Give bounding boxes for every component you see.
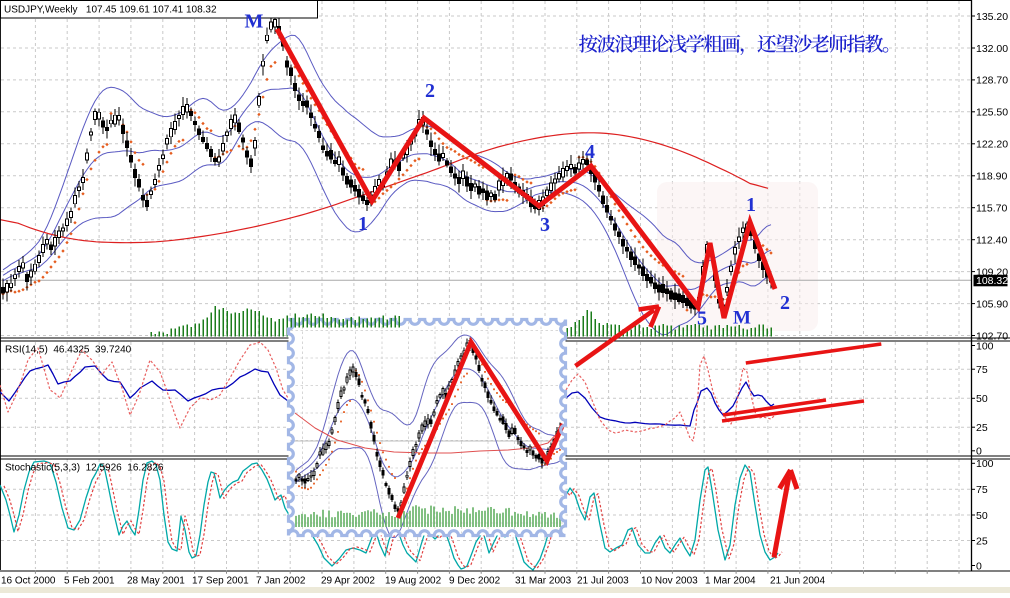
svg-text:1: 1 (746, 194, 756, 216)
svg-text:115.70: 115.70 (976, 203, 1007, 215)
svg-text:17 Sep 2001: 17 Sep 2001 (192, 576, 249, 587)
svg-text:5 Feb 2001: 5 Feb 2001 (64, 576, 115, 587)
svg-text:100: 100 (976, 340, 994, 352)
svg-text:75: 75 (976, 364, 988, 376)
svg-text:112.40: 112.40 (976, 234, 1007, 246)
svg-text:100: 100 (976, 458, 994, 470)
svg-text:1: 1 (358, 213, 368, 235)
svg-text:1 Mar 2004: 1 Mar 2004 (705, 576, 756, 587)
svg-text:132.00: 132.00 (976, 43, 1008, 55)
svg-text:0: 0 (976, 446, 982, 458)
svg-text:108.32: 108.32 (976, 275, 1008, 287)
svg-text:5: 5 (697, 308, 707, 330)
svg-text:118.90: 118.90 (976, 171, 1007, 183)
svg-text:125.50: 125.50 (976, 107, 1008, 119)
svg-text:USDJPY,Weekly 107.45 109.61: USDJPY,Weekly 107.45 109.61 107.41 108.3… (4, 5, 217, 16)
svg-text:M: M (733, 308, 751, 329)
svg-text:28 May 2001: 28 May 2001 (127, 576, 185, 587)
svg-text:102.70: 102.70 (976, 330, 1008, 342)
svg-text:31 Mar 2003: 31 Mar 2003 (515, 576, 572, 587)
svg-text:19 Aug 2002: 19 Aug 2002 (385, 576, 442, 587)
svg-text:2: 2 (425, 80, 435, 102)
svg-text:50: 50 (976, 510, 988, 522)
svg-text:50: 50 (976, 393, 988, 405)
svg-text:75: 75 (976, 484, 988, 496)
svg-text:4: 4 (585, 141, 595, 163)
svg-text:9 Dec 2002: 9 Dec 2002 (449, 576, 501, 587)
svg-text:21 Jun 2004: 21 Jun 2004 (770, 576, 825, 587)
svg-text:25: 25 (976, 535, 988, 547)
svg-text:109.20: 109.20 (976, 266, 1008, 278)
svg-text:7 Jan 2002: 7 Jan 2002 (256, 576, 306, 587)
svg-text:21 Jul 2003: 21 Jul 2003 (577, 576, 629, 587)
svg-text:2: 2 (780, 292, 790, 314)
svg-text:105.90: 105.90 (976, 298, 1008, 310)
svg-text:25: 25 (976, 422, 988, 434)
svg-text:135.20: 135.20 (976, 11, 1008, 23)
svg-text:10 Nov 2003: 10 Nov 2003 (641, 576, 698, 587)
svg-text:16 Oct 2000: 16 Oct 2000 (1, 576, 56, 587)
svg-text:128.70: 128.70 (976, 75, 1008, 87)
svg-text:0: 0 (976, 560, 982, 572)
svg-text:M: M (245, 11, 264, 33)
svg-text:Stochastic(5,3,3) 12.5926 16: Stochastic(5,3,3) 12.5926 16.2826 (5, 463, 164, 474)
svg-text:3: 3 (540, 214, 550, 236)
svg-text:122.20: 122.20 (976, 139, 1008, 151)
svg-text:RSI(14,5) 46.4325 39.7240: RSI(14,5) 46.4325 39.7240 (5, 345, 132, 356)
svg-text:29 Apr 2002: 29 Apr 2002 (321, 576, 375, 587)
